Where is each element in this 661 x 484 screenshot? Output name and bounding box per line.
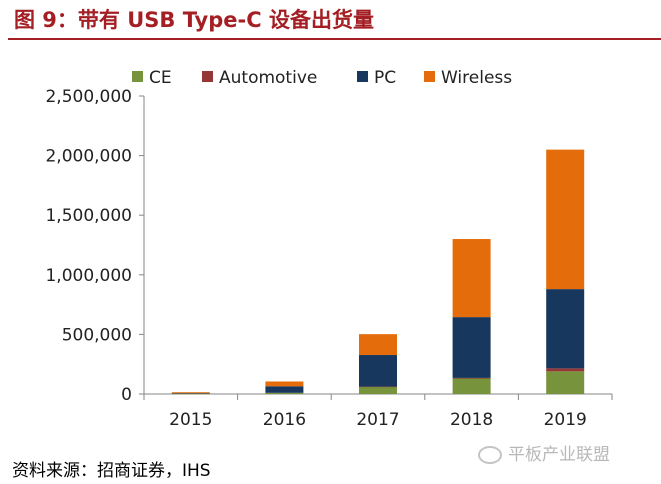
x-tick-label: 2018	[450, 410, 493, 430]
y-tick-label: 500,000	[62, 325, 132, 345]
bar-automotive-2019	[546, 368, 585, 372]
bar-wireless-2018	[452, 239, 491, 318]
y-tick-label: 1,000,000	[45, 266, 132, 286]
y-tick-label: 2,000,000	[45, 147, 132, 167]
legend-label-pc: PC	[374, 68, 396, 88]
bar-pc-2019	[546, 289, 585, 369]
legend-swatch-pc	[357, 71, 368, 82]
bar-wireless-2015	[171, 392, 210, 394]
bar-pc-2015	[171, 393, 210, 394]
y-tick-label: 2,500,000	[45, 87, 132, 107]
legend-swatch-wireless	[424, 71, 435, 82]
title-divider	[8, 38, 661, 40]
y-tick-label: 1,500,000	[45, 206, 132, 226]
bar-ce-2015	[171, 393, 210, 395]
bar-automotive-2017	[359, 386, 397, 388]
legend-label-automotive: Automotive	[219, 68, 317, 88]
x-tick-label: 2015	[169, 410, 212, 430]
bar-wireless-2017	[359, 334, 397, 356]
bar-ce-2019	[546, 371, 585, 394]
source-note: 资料来源：招商证券，IHS	[12, 461, 211, 481]
legend-label-ce: CE	[149, 68, 172, 88]
bar-ce-2016	[265, 392, 304, 394]
figure-title: 图 9：带有 USB Type-C 设备出货量	[14, 8, 374, 32]
x-tick-label: 2017	[356, 410, 399, 430]
legend-label-wireless: Wireless	[441, 68, 512, 88]
watermark: 平板产业联盟	[478, 440, 610, 465]
legend-swatch-ce	[132, 71, 143, 82]
bar-automotive-2018	[452, 377, 491, 379]
bar-pc-2017	[359, 355, 397, 387]
x-tick-label: 2019	[544, 410, 587, 430]
watermark-text: 平板产业联盟	[508, 445, 610, 465]
stacked-bar-chart: 0 500,000 1,000,000 1,500,000 2,000,000 2,500…	[45, 68, 613, 430]
bar-wireless-2016	[265, 381, 304, 387]
y-tick-label: 0	[121, 385, 132, 405]
wechat-icon	[478, 446, 502, 464]
bar-wireless-2019	[546, 149, 585, 290]
x-tick-label: 2016	[263, 410, 306, 430]
bar-ce-2018	[452, 378, 491, 394]
bar-ce-2017	[359, 386, 397, 394]
legend-swatch-automotive	[202, 71, 213, 82]
bar-pc-2016	[265, 386, 304, 393]
bar-pc-2018	[452, 317, 491, 378]
